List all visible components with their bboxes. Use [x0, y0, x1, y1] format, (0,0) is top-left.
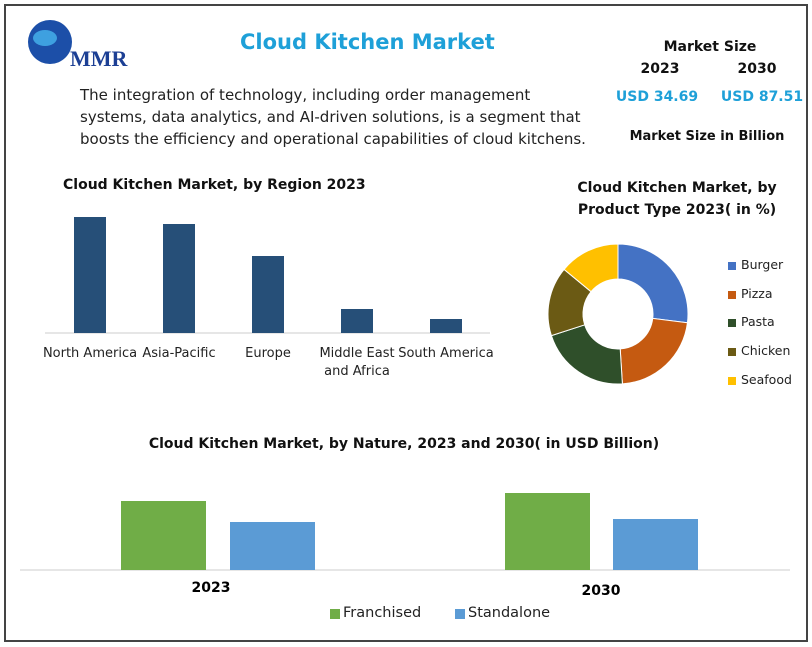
market-size-title: Market Size [663, 39, 757, 55]
donut-slice [550, 324, 623, 385]
legend-swatch [728, 348, 736, 357]
frame [4, 4, 808, 642]
logo-land [33, 30, 57, 46]
legend-swatch [330, 609, 340, 619]
legend-label: Pizza [741, 285, 773, 301]
bar [163, 224, 195, 333]
x-tick-label: North America [42, 346, 138, 361]
x-tick-label: Europe [245, 346, 291, 361]
x-tick-label: Middle East and Africa [319, 346, 395, 379]
year: 2030 [737, 61, 777, 77]
bar [74, 217, 106, 333]
legend-label: Seafood [741, 371, 792, 387]
bar [252, 256, 284, 333]
legend-swatch [728, 319, 736, 328]
donut-slice [563, 243, 619, 293]
chart-title: Cloud Kitchen Market, by Nature, 2023 an… [148, 436, 660, 452]
chart-title: Cloud Kitchen Market, by Region 2023 [63, 177, 366, 193]
x-tick-label: 2023 [191, 580, 231, 596]
legend-swatch [728, 376, 736, 385]
legend-swatch [728, 290, 736, 299]
year: 2023 [640, 61, 680, 77]
legend-label: Franchised [343, 605, 422, 621]
market-note: Market Size in Billion [629, 129, 785, 144]
bar [613, 519, 698, 570]
legend-swatch [455, 609, 465, 619]
donut-slice [617, 243, 689, 324]
bar [430, 319, 462, 333]
logo-text: MMR [70, 46, 129, 71]
chart-title: Cloud Kitchen Market, by Product Type 20… [577, 180, 777, 218]
x-tick-label: 2030 [581, 583, 621, 599]
market-value: USD 87.51 [720, 89, 804, 105]
legend-label: Pasta [741, 314, 775, 330]
bar [121, 501, 206, 570]
donut-slice [619, 317, 689, 385]
legend-label: Standalone [468, 605, 551, 621]
legend-swatch [728, 262, 736, 270]
market-value: USD 34.69 [615, 89, 699, 105]
title: Cloud Kitchen Market [240, 30, 495, 54]
bar [341, 309, 373, 333]
bar [230, 522, 315, 570]
legend-label: Burger [741, 257, 784, 272]
description: The integration of technology, including… [80, 86, 586, 148]
x-tick-label: Asia-Pacific [142, 346, 216, 361]
bar [505, 493, 590, 570]
x-tick-label: South America [398, 346, 494, 361]
legend-label: Chicken [741, 343, 791, 359]
